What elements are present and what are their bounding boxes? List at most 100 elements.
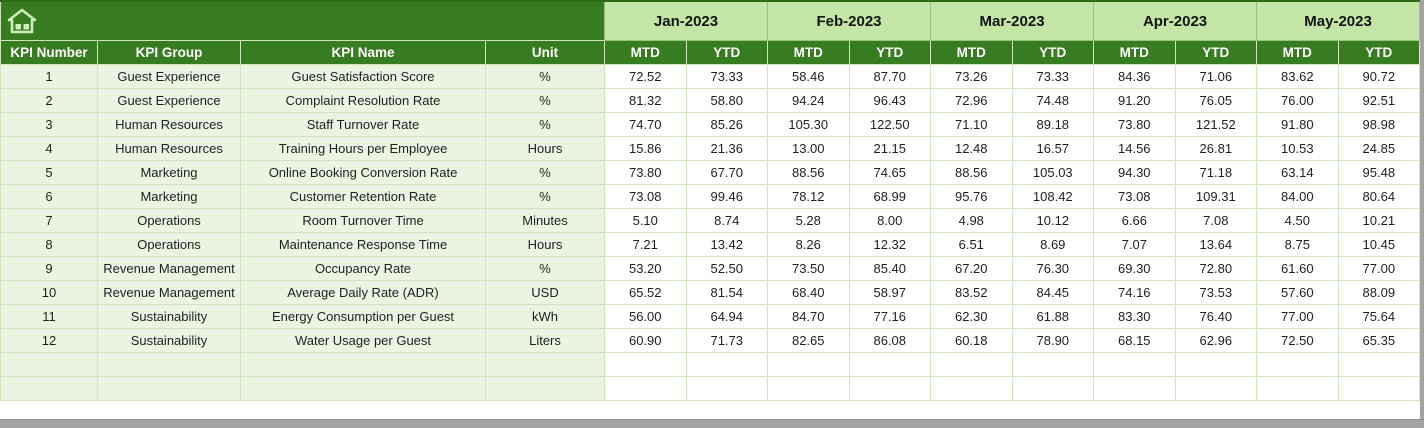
cell-value[interactable]: 58.97 [848,280,932,305]
cell-kpi-name[interactable]: Training Hours per Employee [240,136,486,161]
cell-value[interactable]: 65.35 [1337,328,1421,353]
cell-unit[interactable]: Hours [485,232,605,257]
cell-value[interactable]: 90.72 [1337,64,1421,89]
month-header-mar[interactable]: Mar-2023 [930,1,1095,41]
cell-kpi-name[interactable]: Average Daily Rate (ADR) [240,280,486,305]
cell-kpi-group[interactable]: Sustainability [97,304,241,329]
home-icon[interactable] [7,8,598,34]
empty-cell[interactable] [1337,376,1421,401]
cell-value[interactable]: 13.00 [767,136,850,161]
cell-kpi-number[interactable]: 1 [0,64,98,89]
cell-unit[interactable]: % [485,160,605,185]
empty-cell[interactable] [930,376,1013,401]
cell-value[interactable]: 13.64 [1174,232,1258,257]
cell-kpi-number[interactable]: 11 [0,304,98,329]
home-cell[interactable] [0,1,605,41]
empty-cell[interactable] [604,352,687,377]
cell-kpi-group[interactable]: Guest Experience [97,64,241,89]
cell-value[interactable]: 82.65 [767,328,850,353]
cell-value[interactable]: 5.28 [767,208,850,233]
cell-value[interactable]: 12.32 [848,232,932,257]
cell-value[interactable]: 98.98 [1337,112,1421,137]
header-kpi-name[interactable]: KPI Name [240,40,486,65]
cell-value[interactable]: 73.33 [685,64,768,89]
empty-cell[interactable] [685,352,768,377]
cell-value[interactable]: 72.50 [1256,328,1339,353]
cell-value[interactable]: 91.20 [1093,88,1176,113]
cell-value[interactable]: 62.30 [930,304,1013,329]
empty-cell[interactable] [767,352,850,377]
cell-kpi-group[interactable]: Marketing [97,184,241,209]
cell-value[interactable]: 91.80 [1256,112,1339,137]
empty-cell[interactable] [1011,376,1095,401]
cell-value[interactable]: 58.46 [767,64,850,89]
cell-kpi-group[interactable]: Operations [97,208,241,233]
cell-value[interactable]: 74.48 [1011,88,1095,113]
header-kpi-group[interactable]: KPI Group [97,40,241,65]
cell-value[interactable]: 81.32 [604,88,687,113]
header-feb-mtd[interactable]: MTD [767,40,850,65]
cell-value[interactable]: 7.08 [1174,208,1258,233]
cell-value[interactable]: 10.21 [1337,208,1421,233]
cell-value[interactable]: 92.51 [1337,88,1421,113]
cell-kpi-number[interactable]: 6 [0,184,98,209]
cell-value[interactable]: 21.36 [685,136,768,161]
cell-kpi-number[interactable]: 9 [0,256,98,281]
cell-value[interactable]: 77.00 [1256,304,1339,329]
month-header-may[interactable]: May-2023 [1256,1,1421,41]
cell-value[interactable]: 95.48 [1337,160,1421,185]
cell-kpi-name[interactable]: Maintenance Response Time [240,232,486,257]
cell-value[interactable]: 68.40 [767,280,850,305]
empty-cell[interactable] [0,352,98,377]
cell-value[interactable]: 78.12 [767,184,850,209]
cell-value[interactable]: 105.30 [767,112,850,137]
cell-value[interactable]: 73.08 [604,184,687,209]
cell-value[interactable]: 72.52 [604,64,687,89]
empty-cell[interactable] [930,352,1013,377]
cell-value[interactable]: 14.56 [1093,136,1176,161]
cell-value[interactable]: 60.90 [604,328,687,353]
cell-kpi-number[interactable]: 4 [0,136,98,161]
empty-cell[interactable] [485,352,605,377]
cell-kpi-number[interactable]: 5 [0,160,98,185]
cell-value[interactable]: 95.76 [930,184,1013,209]
cell-kpi-number[interactable]: 8 [0,232,98,257]
cell-kpi-number[interactable]: 7 [0,208,98,233]
cell-kpi-group[interactable]: Human Resources [97,112,241,137]
header-feb-ytd[interactable]: YTD [848,40,932,65]
cell-value[interactable]: 74.65 [848,160,932,185]
cell-kpi-group[interactable]: Guest Experience [97,88,241,113]
cell-kpi-group[interactable]: Revenue Management [97,280,241,305]
cell-value[interactable]: 63.14 [1256,160,1339,185]
cell-value[interactable]: 94.24 [767,88,850,113]
empty-cell[interactable] [1174,352,1258,377]
empty-cell[interactable] [97,352,241,377]
empty-cell[interactable] [1011,352,1095,377]
cell-value[interactable]: 13.42 [685,232,768,257]
cell-value[interactable]: 4.98 [930,208,1013,233]
cell-value[interactable]: 24.85 [1337,136,1421,161]
empty-cell[interactable] [1256,352,1339,377]
cell-value[interactable]: 7.07 [1093,232,1176,257]
cell-value[interactable]: 105.03 [1011,160,1095,185]
header-kpi-number[interactable]: KPI Number [0,40,98,65]
cell-kpi-number[interactable]: 10 [0,280,98,305]
cell-kpi-name[interactable]: Online Booking Conversion Rate [240,160,486,185]
cell-value[interactable]: 77.00 [1337,256,1421,281]
cell-value[interactable]: 61.88 [1011,304,1095,329]
cell-value[interactable]: 122.50 [848,112,932,137]
empty-cell[interactable] [1337,352,1421,377]
cell-value[interactable]: 73.33 [1011,64,1095,89]
header-jan-ytd[interactable]: YTD [685,40,768,65]
cell-value[interactable]: 73.80 [1093,112,1176,137]
cell-value[interactable]: 84.70 [767,304,850,329]
cell-unit[interactable]: USD [485,280,605,305]
cell-kpi-name[interactable]: Customer Retention Rate [240,184,486,209]
cell-unit[interactable]: Minutes [485,208,605,233]
cell-kpi-name[interactable]: Water Usage per Guest [240,328,486,353]
cell-value[interactable]: 73.80 [604,160,687,185]
cell-value[interactable]: 62.96 [1174,328,1258,353]
cell-value[interactable]: 73.26 [930,64,1013,89]
cell-kpi-name[interactable]: Complaint Resolution Rate [240,88,486,113]
cell-value[interactable]: 8.69 [1011,232,1095,257]
